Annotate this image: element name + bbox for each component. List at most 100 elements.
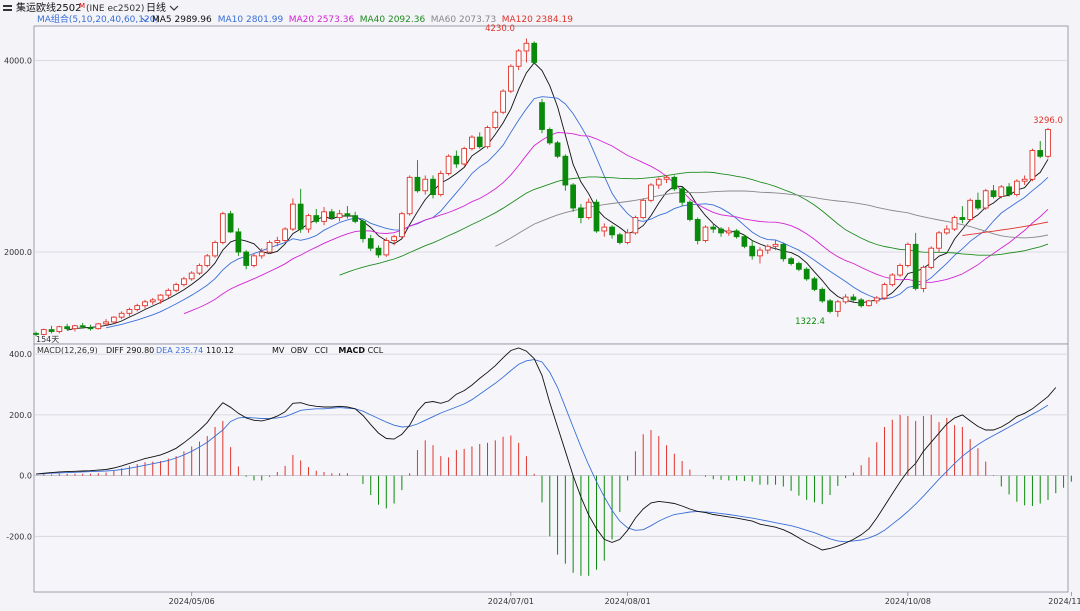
candle-body: [562, 155, 569, 186]
candle-body: [399, 213, 405, 238]
candle: [539, 98, 545, 134]
candle: [990, 185, 997, 199]
candle: [725, 227, 732, 236]
candle-body: [811, 278, 818, 290]
candle-body: [430, 178, 436, 196]
price-panel: [33, 25, 1069, 345]
candle: [391, 234, 397, 246]
candle: [772, 240, 779, 251]
tab-ccl[interactable]: CCL: [368, 346, 384, 355]
candle-body: [1029, 150, 1036, 180]
tab-cci[interactable]: CCI: [315, 346, 329, 355]
candle: [453, 150, 460, 168]
high-annotation: 4230.0: [485, 24, 515, 34]
candle: [437, 170, 444, 197]
candle-body: [764, 245, 771, 251]
candle-body: [414, 176, 421, 192]
candle: [476, 132, 483, 149]
date-axis: 2024/05/06 2024/07/01 2024/08/01 2024/10/08…: [169, 592, 1080, 606]
candle: [702, 225, 709, 243]
candle-body: [733, 230, 740, 238]
candle-body: [866, 300, 872, 307]
chevron-down-icon[interactable]: [141, 17, 149, 22]
candle: [943, 225, 950, 235]
candle-body: [227, 213, 234, 233]
candle-body: [757, 249, 763, 257]
ma-group-label[interactable]: MA组合(5,10,20,40,60,120): [37, 13, 159, 25]
candle-body: [297, 203, 304, 230]
date-label: 2024/05/06: [169, 597, 215, 606]
days-label: 154天: [36, 335, 59, 344]
price-tick-label: 2000.0: [4, 248, 32, 257]
candle: [33, 331, 39, 337]
candle-body: [967, 199, 974, 220]
candle-body: [1021, 178, 1028, 182]
candle-body: [546, 129, 553, 144]
macd-tick-label: 200.0: [9, 411, 32, 420]
candle: [648, 183, 654, 203]
tab-mv[interactable]: MV: [272, 346, 285, 355]
candle-body: [648, 184, 654, 201]
candle: [1013, 179, 1020, 197]
candle-body: [500, 90, 506, 113]
candle-body: [437, 173, 444, 196]
candle: [79, 322, 86, 329]
candle-body: [998, 186, 1005, 197]
candle-body: [1037, 150, 1044, 157]
candle: [500, 89, 506, 115]
macd-value: 110.12: [206, 346, 234, 355]
candle: [406, 175, 413, 216]
chevron-down-icon[interactable]: [169, 5, 179, 11]
candle: [204, 253, 211, 268]
candle-body: [920, 266, 927, 289]
candle-body: [803, 268, 810, 280]
candle: [313, 208, 320, 224]
period-selector[interactable]: 日线: [146, 1, 166, 14]
candle: [118, 311, 125, 320]
candle-body: [282, 228, 288, 241]
candle-body: [258, 251, 265, 257]
candle: [87, 324, 94, 331]
candle: [212, 240, 218, 258]
candle-body: [655, 178, 662, 186]
candle: [188, 271, 195, 281]
candle: [1029, 148, 1036, 182]
candle-body: [749, 245, 756, 257]
candle: [173, 282, 179, 293]
candle-body: [616, 234, 623, 243]
symbol-name[interactable]: 集运欧线2502: [16, 1, 81, 14]
candle-body: [126, 309, 133, 314]
candle: [72, 324, 78, 332]
candle: [492, 110, 499, 130]
candle-body: [33, 332, 39, 335]
macd-label: MACD(12,26,9): [37, 346, 98, 355]
macd-histogram: [43, 414, 1072, 576]
macd-legend-bar: MACD(12,26,9) DIFF 290.80 DEA 235.74 110…: [37, 346, 384, 355]
menu-icon[interactable]: [3, 5, 12, 11]
candle-body: [788, 258, 794, 264]
candle-body: [1045, 129, 1051, 157]
candle-body: [772, 243, 779, 247]
candle-body: [710, 226, 717, 230]
candle: [227, 210, 234, 233]
tab-obv[interactable]: OBV: [291, 346, 309, 355]
candle: [998, 185, 1005, 199]
candle: [305, 213, 312, 233]
candle-body: [873, 297, 880, 302]
candle: [523, 38, 530, 63]
candle-body: [570, 184, 577, 209]
candle: [430, 175, 436, 199]
candle-body: [79, 325, 86, 328]
candle: [928, 246, 935, 270]
candle-body: [173, 284, 179, 291]
candle: [469, 135, 475, 151]
exchange-code: (INE ec2502): [86, 4, 144, 14]
candle: [663, 175, 670, 184]
candle-body: [905, 243, 911, 266]
candle-body: [251, 255, 257, 266]
candle: [632, 215, 639, 235]
tab-macd[interactable]: MACD: [338, 346, 365, 355]
candle-body: [212, 242, 218, 257]
